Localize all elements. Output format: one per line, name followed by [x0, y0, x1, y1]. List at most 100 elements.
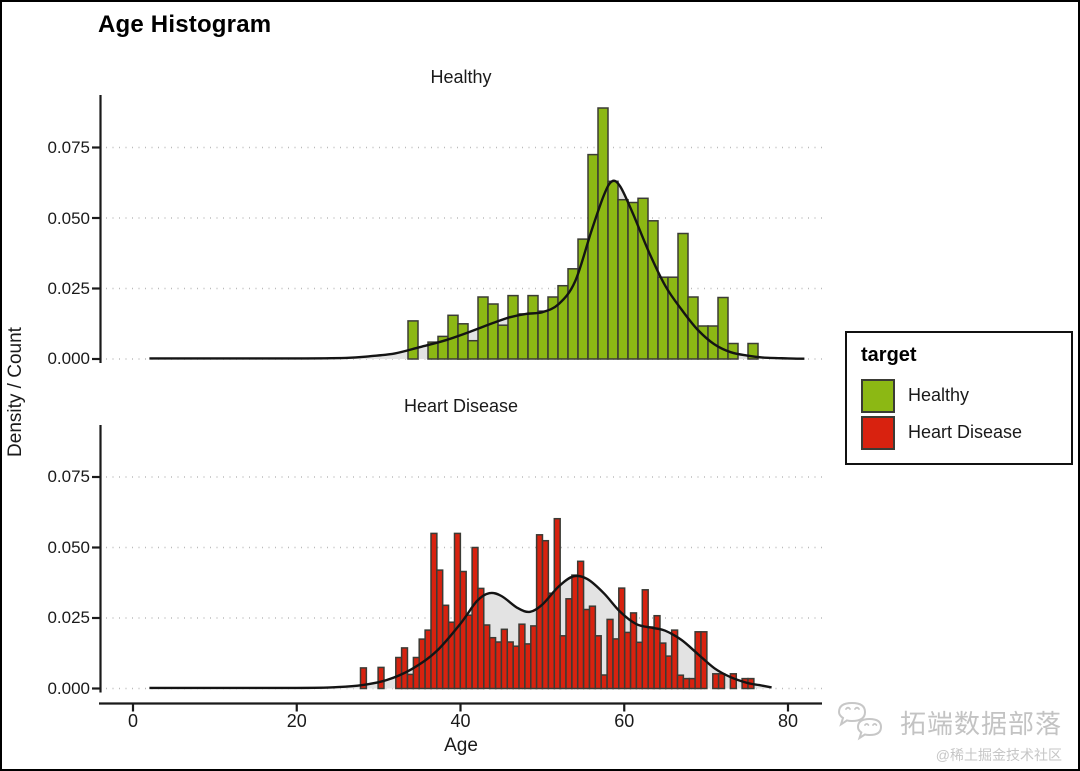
- watermark-text: 拓端数据部落: [899, 708, 1062, 739]
- watermark: 拓端数据部落 @稀土掘金技术社区: [812, 700, 1062, 765]
- legend-item-heart-disease: Heart Disease: [861, 414, 1057, 451]
- ytick-label: 0.050: [47, 537, 90, 557]
- histogram-bar: [530, 625, 538, 690]
- ytick-label: 0.025: [47, 279, 90, 298]
- xtick-label: 60: [614, 711, 635, 731]
- histogram-bar: [487, 303, 499, 360]
- histogram-bar: [635, 641, 644, 690]
- histogram-bar: [729, 673, 738, 690]
- legend-box: target Healthy Heart Disease: [845, 331, 1073, 465]
- legend-label: Heart Disease: [908, 422, 1023, 442]
- histogram-bar: [637, 197, 649, 360]
- y-axis-title: Density / Count: [5, 327, 26, 457]
- chart-title: Age Histogram: [98, 11, 272, 38]
- ytick-label: 0.025: [47, 608, 90, 627]
- histogram-bar: [717, 673, 726, 690]
- histogram-bar: [441, 604, 450, 690]
- legend-label: Healthy: [908, 385, 970, 405]
- histogram-bar: [407, 320, 419, 360]
- histogram-bar: [588, 605, 597, 690]
- ytick-label: 0.075: [47, 466, 90, 486]
- xtick-label: 40: [450, 711, 471, 731]
- histogram-bar: [607, 180, 619, 360]
- histogram-bar: [571, 574, 579, 690]
- histogram-bar: [494, 641, 503, 690]
- panel-heart-disease: [92, 425, 822, 693]
- ytick-label: 0.000: [47, 678, 90, 698]
- histogram-bar: [694, 631, 702, 690]
- histogram-bar: [518, 623, 526, 690]
- histogram-bar: [618, 587, 626, 690]
- histogram-bar: [682, 677, 691, 690]
- x-axis: [99, 702, 822, 712]
- histogram-bar: [653, 614, 661, 690]
- histogram-bar: [617, 198, 629, 360]
- histogram-bar: [512, 645, 520, 690]
- histogram-bar: [597, 107, 609, 360]
- histogram-bar: [471, 546, 479, 690]
- legend-item-healthy: Healthy: [861, 377, 1057, 414]
- histogram-bar: [576, 560, 585, 690]
- histogram-bar: [497, 324, 509, 360]
- panel-healthy: [92, 95, 822, 363]
- histogram-bar: [647, 220, 659, 360]
- histogram-bar: [587, 153, 599, 360]
- histogram-bar: [676, 674, 685, 690]
- histogram-bar: [467, 339, 479, 360]
- histogram-bar: [667, 276, 679, 360]
- ytick-label: 0.000: [47, 349, 90, 368]
- histogram-bar: [582, 608, 591, 690]
- histogram-bar: [506, 641, 514, 690]
- histogram-bar: [483, 624, 491, 690]
- histogram-bar: [406, 673, 415, 690]
- wechat-chat-bubbles-icon: [837, 701, 882, 741]
- histogram-bar: [436, 569, 444, 690]
- histogram-bar: [606, 618, 614, 690]
- histogram-bar: [412, 656, 421, 690]
- histogram-bar: [524, 643, 532, 690]
- histogram-bar: [623, 631, 632, 690]
- density-curve: [149, 574, 772, 690]
- histogram-bar: [500, 628, 509, 690]
- histogram-bar: [565, 598, 573, 690]
- facet-label-heart-disease: Heart Disease: [403, 396, 519, 416]
- legend-swatch-heart-disease: [861, 415, 895, 450]
- histogram-bar: [453, 532, 462, 690]
- histogram-bar: [647, 626, 655, 690]
- histogram-bar: [517, 313, 529, 360]
- histogram-bar: [567, 268, 579, 360]
- histogram-bar: [747, 342, 759, 360]
- histogram-bar: [507, 294, 519, 360]
- facet-label-healthy: Healthy: [430, 67, 492, 87]
- histogram-bar: [359, 667, 368, 690]
- histogram-bar: [457, 323, 469, 360]
- histogram-bar: [465, 614, 473, 690]
- histogram-bar: [477, 587, 485, 690]
- xtick-label: 80: [777, 711, 799, 731]
- histogram-bar: [688, 677, 696, 690]
- xtick-label: 20: [286, 711, 307, 731]
- xtick-label: 0: [127, 711, 138, 731]
- ytick-label: 0.075: [47, 138, 90, 157]
- histogram-bar: [712, 673, 720, 690]
- histogram-bar: [600, 674, 608, 690]
- histogram-bar: [488, 636, 497, 690]
- watermark-subtext: @稀土掘金技术社区: [935, 747, 1062, 763]
- histogram-bar: [547, 592, 556, 690]
- histogram-bar: [400, 647, 409, 690]
- density-curve: [149, 179, 805, 360]
- histogram-bar: [612, 638, 620, 690]
- histogram-bar: [594, 635, 602, 690]
- histogram-bar: [717, 296, 729, 360]
- histogram-bar: [677, 232, 689, 360]
- histogram-bar: [553, 517, 561, 690]
- histogram-bar: [459, 570, 467, 690]
- histogram-bar: [430, 532, 438, 690]
- histogram-bar: [535, 534, 544, 690]
- histogram-bar: [665, 655, 673, 690]
- histogram-bar: [641, 589, 649, 690]
- histogram-bar: [527, 294, 539, 360]
- ytick-label: 0.050: [47, 208, 90, 228]
